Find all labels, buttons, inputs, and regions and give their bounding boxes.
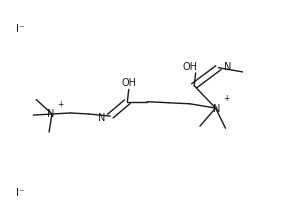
Text: +: +: [224, 94, 230, 103]
Text: N: N: [47, 109, 54, 119]
Text: N: N: [213, 104, 221, 114]
Text: +: +: [57, 100, 63, 109]
Text: N: N: [98, 113, 105, 123]
Text: N: N: [224, 62, 231, 72]
Text: I⁻: I⁻: [16, 24, 25, 34]
Text: OH: OH: [182, 62, 197, 72]
Text: I⁻: I⁻: [16, 188, 25, 198]
Text: OH: OH: [121, 78, 136, 88]
